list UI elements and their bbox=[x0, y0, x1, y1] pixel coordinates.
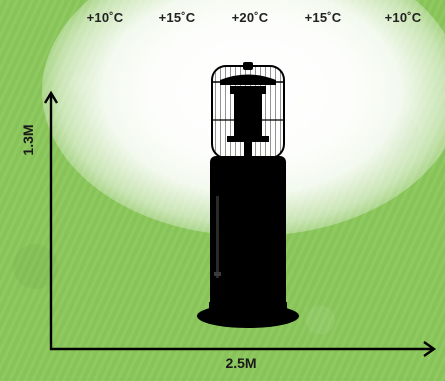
temperature-label: +10˚C bbox=[384, 10, 422, 25]
height-dimension-label: 1.3M bbox=[20, 120, 36, 160]
patio-heater-icon bbox=[197, 62, 299, 328]
temperature-label: +20˚C bbox=[231, 10, 269, 25]
temperature-label: +10˚C bbox=[86, 10, 124, 25]
temperature-scale: +10˚C +15˚C +20˚C +15˚C +10˚C bbox=[76, 10, 441, 30]
width-dimension-label: 2.5M bbox=[225, 355, 257, 371]
temperature-label: +15˚C bbox=[304, 10, 342, 25]
height-label-text: 1.3M bbox=[20, 124, 36, 156]
dimension-axes bbox=[43, 90, 437, 357]
temperature-label: +15˚C bbox=[158, 10, 196, 25]
